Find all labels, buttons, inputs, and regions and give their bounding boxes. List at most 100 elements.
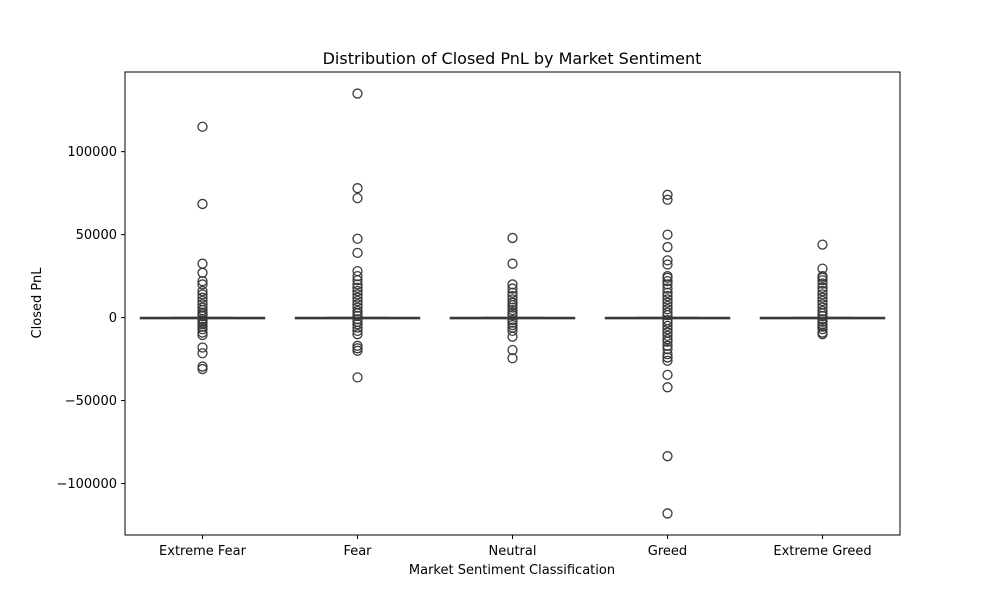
- outlier-point: [817, 295, 828, 307]
- box-group: [759, 239, 886, 340]
- outlier-point: [662, 259, 673, 270]
- outlier-point: [507, 283, 518, 294]
- plot-area: [139, 88, 886, 519]
- outlier-point: [662, 279, 673, 290]
- outlier-point: [197, 292, 208, 303]
- y-tick-label: 0: [109, 311, 117, 326]
- outlier-point: [817, 310, 828, 322]
- outlier-point: [352, 289, 363, 300]
- outlier-point: [507, 325, 518, 337]
- outlier-point: [662, 283, 673, 294]
- outlier-point: [662, 355, 673, 366]
- outlier-point: [352, 345, 363, 356]
- outlier-point: [507, 232, 518, 244]
- x-tick-label: Extreme Fear: [159, 544, 247, 559]
- outlier-point: [352, 192, 363, 204]
- outlier-point: [197, 348, 208, 359]
- outlier-point: [662, 294, 673, 305]
- outlier-point: [197, 121, 208, 132]
- outlier-point: [352, 372, 363, 383]
- outlier-point: [352, 292, 363, 303]
- y-tick-label: −50000: [65, 394, 117, 409]
- outlier-point: [197, 258, 208, 269]
- outlier-point: [507, 294, 518, 305]
- outlier-point: [352, 325, 363, 337]
- box-group: [604, 189, 731, 519]
- box-group: [449, 232, 576, 364]
- outlier-point: [197, 324, 208, 335]
- outlier-point: [352, 329, 363, 340]
- outlier-point: [197, 279, 208, 290]
- outlier-point: [817, 285, 828, 297]
- x-tick-label: Neutral: [489, 544, 537, 559]
- outlier-point: [507, 287, 518, 298]
- outlier-point: [352, 322, 363, 333]
- outlier-point: [817, 282, 828, 293]
- x-axis-label: Market Sentiment Classification: [409, 563, 615, 578]
- y-tick-label: 100000: [67, 145, 117, 160]
- outlier-point: [197, 329, 208, 341]
- outlier-point: [197, 310, 208, 322]
- x-tick-label: Greed: [648, 544, 687, 559]
- outlier-point: [197, 285, 208, 297]
- outlier-point: [817, 292, 828, 303]
- outlier-point: [662, 255, 673, 266]
- outlier-point: [662, 297, 673, 308]
- x-tick-label: Extreme Greed: [773, 544, 871, 559]
- outlier-point: [662, 369, 673, 381]
- outlier-point: [352, 310, 363, 322]
- y-tick-label: −100000: [56, 477, 117, 492]
- y-axis: −100000 −50000 0 50000 100000: [56, 145, 125, 492]
- outlier-point: [662, 309, 673, 321]
- outlier-point: [662, 340, 673, 351]
- outlier-point: [507, 279, 518, 290]
- outlier-point: [662, 189, 673, 200]
- outlier-point: [197, 275, 208, 287]
- outlier-point: [197, 198, 208, 210]
- outlier-point: [662, 352, 673, 363]
- outlier-point: [817, 329, 828, 340]
- outlier-point: [352, 285, 363, 297]
- outlier-point: [352, 319, 363, 330]
- outlier-point: [662, 290, 673, 302]
- outlier-point: [817, 289, 828, 300]
- chart-title: Distribution of Closed PnL by Market Sen…: [323, 49, 702, 68]
- outlier-point: [352, 302, 363, 313]
- outlier-point: [352, 183, 363, 194]
- outlier-point: [197, 289, 208, 300]
- box-group: [294, 88, 421, 383]
- outlier-point: [352, 88, 363, 99]
- outlier-point: [662, 229, 673, 240]
- outlier-point: [662, 348, 673, 360]
- x-axis: Extreme Fear Fear Neutral Greed Extreme Gree…: [159, 535, 872, 559]
- outlier-point: [352, 270, 363, 282]
- outlier-point: [817, 239, 828, 250]
- outlier-point: [197, 299, 208, 310]
- outlier-point: [507, 331, 518, 342]
- outlier-point: [197, 267, 208, 278]
- outlier-point: [662, 324, 673, 335]
- outlier-point: [662, 317, 673, 328]
- outlier-point: [662, 304, 673, 315]
- outlier-point: [507, 353, 518, 364]
- outlier-point: [662, 343, 673, 355]
- outlier-point: [662, 382, 673, 393]
- outlier-point: [352, 247, 363, 259]
- outlier-point: [352, 275, 363, 286]
- outlier-point: [352, 295, 363, 307]
- outlier-point: [662, 194, 673, 205]
- outlier-point: [662, 508, 673, 519]
- box-group: [139, 121, 266, 375]
- outlier-point: [197, 342, 208, 353]
- outlier-point: [817, 275, 828, 286]
- outlier-point: [507, 344, 518, 356]
- outlier-point: [662, 287, 673, 298]
- outlier-point: [352, 282, 363, 293]
- outlier-point: [662, 272, 673, 283]
- outlier-point: [817, 278, 828, 289]
- outlier-point: [507, 309, 518, 321]
- x-tick-label: Fear: [343, 544, 372, 559]
- outlier-point: [662, 275, 673, 287]
